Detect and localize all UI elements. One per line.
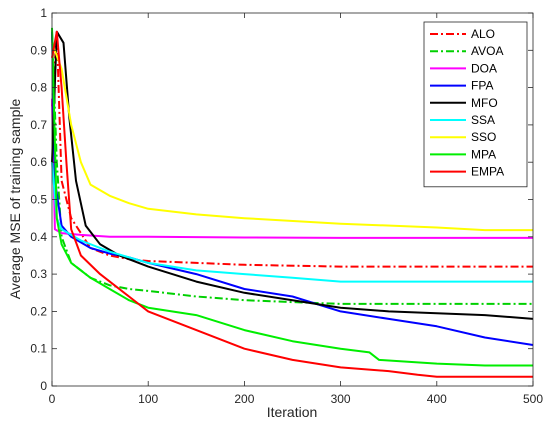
y-tick-label: 1: [40, 6, 47, 20]
y-tick-label: 0.1: [30, 342, 47, 356]
x-tick-label: 200: [234, 392, 254, 406]
legend-box: [423, 21, 528, 188]
x-tick-label: 400: [427, 392, 447, 406]
legend-label-fpa: FPA: [471, 79, 493, 93]
series-line-avoa: [51, 31, 533, 305]
legend-label-sso: SSO: [471, 130, 496, 144]
series-line-ssa: [51, 162, 533, 283]
y-axis-title: Average MSE of training sample: [7, 99, 23, 300]
series-line-sso: [51, 42, 533, 232]
legend-label-mfo: MFO: [471, 96, 498, 110]
y-tick-label: 0.6: [30, 155, 47, 169]
series-line-empa: [51, 30, 533, 378]
y-tick-label: 0.2: [30, 304, 47, 318]
series-line-mfo: [51, 30, 534, 320]
y-tick-label: 0.5: [30, 193, 47, 207]
x-tick-label: 500: [523, 392, 543, 406]
x-tick-label: 300: [331, 392, 351, 406]
legend: ALO AVOA DOA FPA MFO SSA SSO MPA EMPA: [423, 21, 528, 188]
legend-label-ssa: SSA: [471, 113, 495, 127]
y-tick-label: 0.4: [30, 230, 47, 244]
series-line-mpa: [51, 27, 533, 367]
x-tick-label: 0: [49, 392, 56, 406]
y-tick-label: 0.9: [30, 43, 47, 57]
x-axis-title: Iteration: [267, 404, 318, 420]
y-tick-label: 0.7: [30, 118, 47, 132]
y-tick-label: 0.3: [30, 267, 47, 281]
legend-label-avoa: AVOA: [471, 44, 503, 58]
y-tick-label: 0: [40, 379, 47, 393]
y-tick-label: 0.8: [30, 81, 47, 95]
legend-label-doa: DOA: [471, 61, 497, 75]
legend-label-mpa: MPA: [471, 147, 496, 161]
legend-label-empa: EMPA: [471, 165, 504, 179]
x-tick-label: 100: [138, 392, 158, 406]
legend-label-alo: ALO: [471, 27, 495, 41]
plot-lines: [51, 27, 534, 378]
axis-ticks: 0 100 200 300 400 500 0 0.1 0.2 0.3 0.4 0.5 0.6 0.7 0.…: [30, 6, 543, 406]
